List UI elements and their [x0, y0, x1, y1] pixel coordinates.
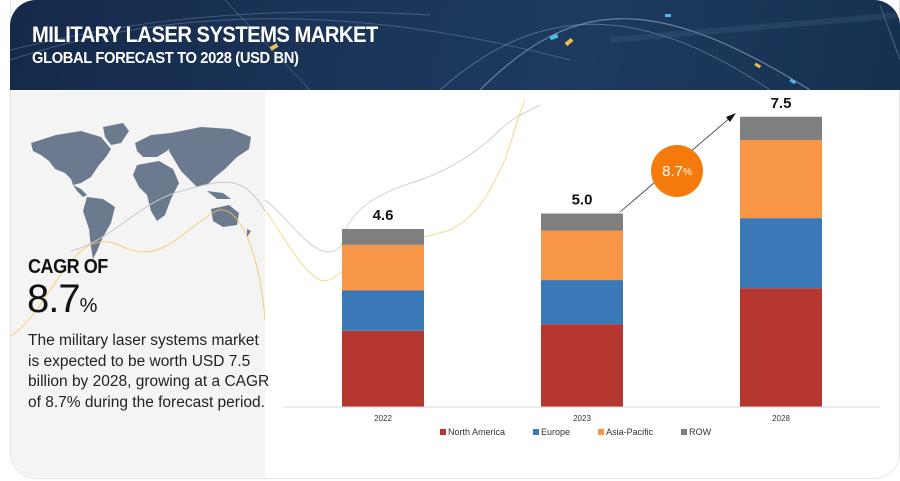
bar-segment-asia-pacific-2023: [541, 230, 623, 281]
bar-segment-north-america-2022: [342, 330, 424, 407]
bar-segment-row-2028: [740, 116, 822, 140]
legend-label: ROW: [689, 427, 712, 437]
bar-segment-row-2023: [541, 213, 623, 231]
cagr-label: CAGR OF: [28, 256, 108, 278]
legend-item-asia-pacific: Asia-Pacific: [598, 427, 653, 437]
legend-item-europe: Europe: [533, 427, 570, 437]
arrow-head-icon: [726, 113, 736, 122]
header-banner: MILITARY LASER SYSTEMS MARKET GLOBAL FOR…: [10, 0, 900, 90]
bar-segment-asia-pacific-2022: [342, 244, 424, 291]
legend-swatch: [681, 429, 688, 435]
market-description: The military laser systems market is exp…: [28, 332, 270, 411]
bar-segment-europe-2022: [342, 290, 424, 331]
badge-unit: %: [682, 167, 692, 178]
legend-swatch: [598, 429, 605, 435]
bar-segment-north-america-2028: [740, 288, 822, 407]
cagr-number: 8.7: [27, 277, 81, 321]
legend-label: Asia-Pacific: [606, 427, 654, 437]
total-label-2023: 5.0: [572, 192, 593, 209]
x-tick-label-2022: 2022: [374, 414, 392, 423]
chart-legend: North America Europe Asia-Pacific ROW: [440, 427, 739, 437]
total-label-2028: 7.5: [771, 95, 792, 112]
x-tick-label-2023: 2023: [573, 414, 591, 423]
bar-segment-row-2022: [342, 228, 424, 245]
total-label-2022: 4.6: [373, 207, 394, 224]
cagr-unit: %: [79, 295, 98, 317]
x-tick-label-2028: 2028: [772, 414, 790, 423]
chart-subtitle: GLOBAL FORECAST TO 2028 (USD BN): [32, 50, 299, 67]
bar-segment-europe-2023: [541, 280, 623, 325]
legend-item-north-america: North America: [440, 427, 505, 437]
chart-title: MILITARY LASER SYSTEMS MARKET: [32, 22, 378, 47]
bar-segment-north-america-2023: [541, 324, 623, 407]
decorative-curve: [264, 104, 541, 253]
laser-lines-decoration: [10, 0, 900, 90]
bar-segment-europe-2028: [740, 218, 822, 289]
cagr-value: 8.7%: [27, 277, 98, 322]
world-map-icon: [11, 123, 265, 337]
legend-label: North America: [448, 427, 506, 437]
legend-swatch: [533, 429, 540, 435]
badge-value: 8.7: [662, 162, 683, 180]
legend-label: Europe: [541, 427, 571, 437]
legend-swatch: [440, 429, 446, 435]
cagr-badge: 8.7%: [651, 145, 703, 197]
bar-segment-asia-pacific-2028: [740, 139, 822, 219]
summary-panel: [11, 91, 265, 477]
legend-item-row: ROW: [681, 427, 711, 437]
